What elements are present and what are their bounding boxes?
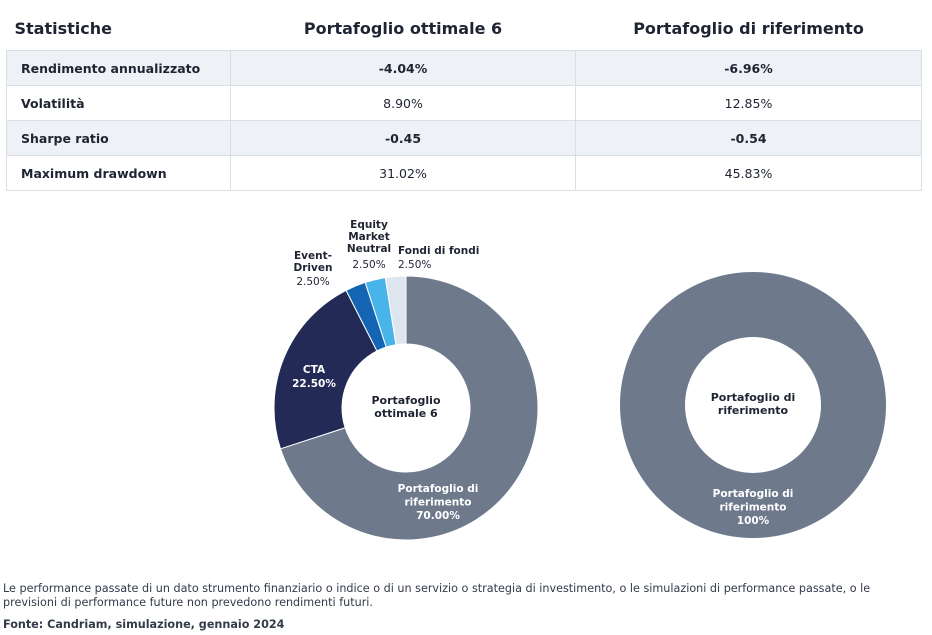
row-label: Sharpe ratio [6,120,231,156]
donut-slice [384,275,407,346]
statistics-table: Statistiche Portafoglio ottimale 6 Porta… [6,6,922,191]
row-label: Maximum drawdown [6,155,231,191]
row-value: -4.04% [230,50,576,86]
slice-value-label: 2.50% [296,276,329,288]
slice-label: Equity Market Neutral [347,219,391,255]
center-label: Portafoglio di riferimento [711,391,796,417]
slice-label: Event-Driven [294,250,333,274]
source-text: Fonte: Candriam, simulazione, gennaio 20… [3,618,285,631]
donut-charts: Portafoglio ottimale 6 Portafoglio di rifer… [273,219,886,541]
donut-slice [619,272,886,538]
table-row: Sharpe ratio -0.45 -0.54 [6,120,922,156]
row-value: -0.45 [230,120,576,156]
table-row: Maximum drawdown 31.02% 45.83% [6,155,922,191]
table-header-row: Statistiche Portafoglio ottimale 6 Porta… [7,6,922,51]
donut-slice [273,289,378,450]
donut-slice [279,275,539,541]
disclaimer-text: Le performance passate di un dato strume… [3,582,871,609]
slice-label: Fondi di fondi [398,245,479,257]
header-portafoglio-riferimento: Portafoglio di riferimento [633,18,864,38]
slice-value-label: 2.50% [398,259,431,271]
slice-label: Portafoglio di riferimento 70.00% [398,483,479,522]
row-label: Volatilità [6,85,231,121]
slice-label: CTA 22.50% [292,364,336,390]
row-value: -6.96% [575,50,922,86]
row-label: Rendimento annualizzato [6,50,231,86]
row-value: 45.83% [575,155,922,191]
row-value: -0.54 [575,120,922,156]
slice-value-label: 2.50% [352,259,385,271]
slice-label: Portafoglio di riferimento 100% [713,488,794,527]
center-label: Portafoglio ottimale 6 [371,394,440,420]
header-statistiche: Statistiche [14,18,112,38]
header-portafoglio-ottimale: Portafoglio ottimale 6 [303,18,503,38]
table-row: Rendimento annualizzato -4.04% -6.96% [6,50,922,86]
